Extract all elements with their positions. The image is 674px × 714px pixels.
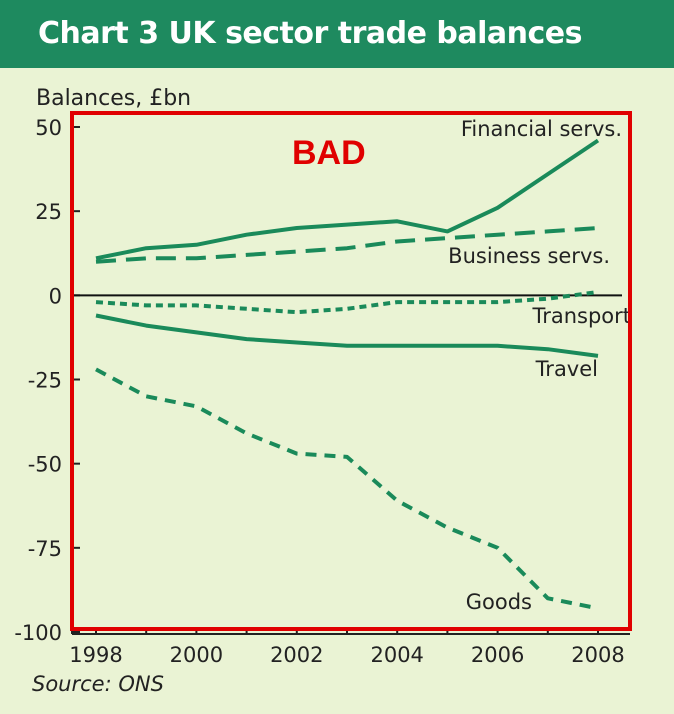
y-axis-label: Balances, £bn (36, 86, 192, 111)
series-line-business-servs (95, 226, 599, 264)
series-line-financial-servs (95, 138, 600, 261)
series-line-travel (95, 313, 599, 358)
x-tick-label: 2006 (471, 643, 524, 667)
y-tick-label: -50 (28, 453, 62, 477)
axes: 50 25 0 -25 -50 -75 -100 1998 2000 2002 2004 2006 20… (14, 116, 630, 667)
y-tick-label: 25 (35, 200, 62, 224)
x-tick-label: 2000 (170, 643, 223, 667)
source-note: Source: ONS (32, 672, 164, 696)
series-label: Travel (535, 357, 598, 381)
y-tick-label: 0 (49, 284, 62, 308)
y-tick-label: -25 (28, 369, 62, 393)
bad-highlight-box (70, 111, 632, 631)
y-tick-label: -75 (28, 537, 62, 561)
y-tick-label: -100 (14, 621, 62, 645)
x-tick-label: 2008 (571, 643, 624, 667)
y-tick-label: 50 (35, 116, 62, 140)
bad-annotation: BAD (292, 134, 366, 172)
chart-header: Chart 3 UK sector trade balances (0, 0, 674, 68)
series-labels: Financial servs. Business servs. Transport… (448, 117, 631, 614)
series-label: Transport (531, 304, 631, 328)
series-label: Financial servs. (461, 117, 622, 141)
series-label: Business servs. (448, 244, 610, 268)
x-tick-label: 2004 (370, 643, 423, 667)
x-tick-label: 2002 (270, 643, 323, 667)
x-tick-label: 1998 (69, 643, 122, 667)
series-line-goods (95, 367, 599, 611)
chart-title: Chart 3 UK sector trade balances (38, 16, 582, 51)
series-lines (95, 138, 600, 611)
series-label: Goods (466, 590, 532, 614)
